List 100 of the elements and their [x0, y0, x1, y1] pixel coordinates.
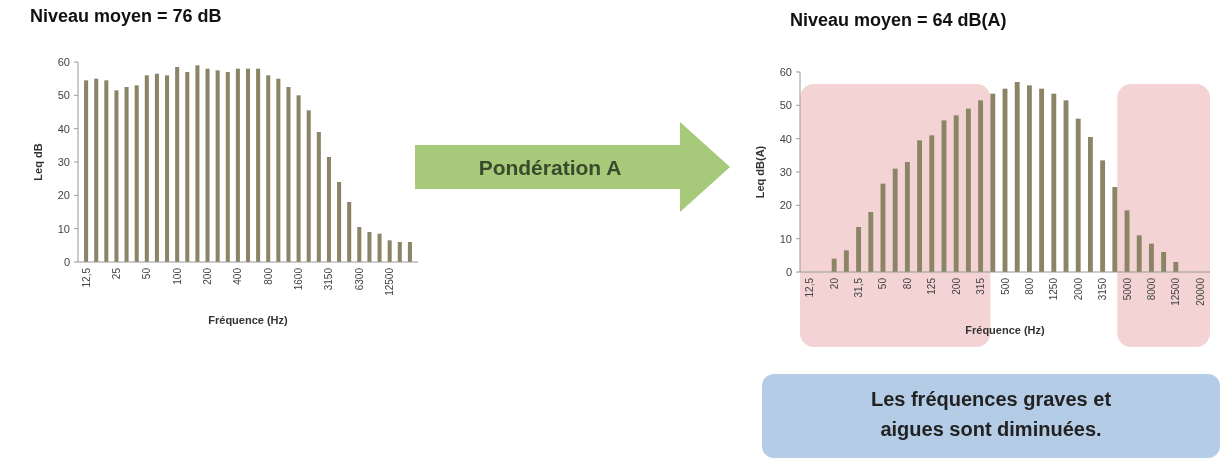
bar [1075, 118, 1081, 272]
y-tick-label: 30 [779, 165, 792, 178]
y-tick-label: 20 [779, 199, 792, 212]
text: Pondération A [478, 156, 622, 179]
bar [1173, 262, 1179, 272]
bar [326, 157, 331, 262]
y-axis-title: Leq dB [32, 143, 44, 181]
x-tick-label: 125 [926, 277, 938, 295]
x-tick-label: 200 [202, 267, 214, 285]
bar [868, 212, 874, 272]
x-tick-label: 500 [999, 277, 1011, 295]
x-tick-label: 1600 [293, 267, 305, 291]
x-tick-label: 200 [950, 277, 962, 295]
x-tick-label: 8000 [1145, 277, 1157, 301]
bar [892, 168, 898, 272]
x-tick-label: 12500 [1170, 277, 1182, 306]
bar [154, 73, 159, 262]
bar [917, 140, 923, 272]
x-tick-label: 3150 [323, 267, 335, 291]
bar [929, 135, 935, 272]
x-axis-title: Fréquence (Hz) [208, 314, 289, 326]
x-tick-label: 20 [828, 277, 840, 290]
y-tick-label: 0 [785, 265, 792, 278]
bar [397, 242, 402, 262]
y-tick-label: 0 [63, 255, 70, 268]
bar [377, 233, 382, 262]
bar [1136, 235, 1142, 272]
bar [347, 202, 352, 262]
x-tick-label: 315 [975, 277, 987, 295]
y-tick-label: 20 [57, 189, 70, 202]
y-tick-label: 40 [57, 122, 70, 135]
bar [235, 68, 240, 262]
bar [1051, 93, 1057, 272]
y-tick-label: 30 [57, 155, 70, 168]
y-tick-label: 10 [57, 222, 70, 235]
x-tick-label: 20000 [1194, 277, 1206, 306]
x-tick-label: 12500 [384, 267, 396, 296]
bar [337, 182, 342, 262]
bar [165, 75, 170, 262]
x-tick-label: 100 [171, 267, 183, 285]
bar [953, 115, 959, 272]
bar [124, 87, 129, 262]
bar [104, 80, 109, 262]
bar [134, 85, 139, 262]
bar [1014, 82, 1020, 272]
x-tick-label: 6300 [353, 267, 365, 291]
bar [831, 258, 837, 272]
x-tick-label: 12,5 [80, 267, 92, 288]
bar [245, 68, 251, 262]
bar [1026, 85, 1032, 272]
x-tick-label: 400 [232, 267, 244, 285]
bar [185, 72, 190, 262]
x-tick-label: 31,5 [853, 277, 865, 298]
bar [407, 242, 412, 262]
bar [843, 250, 849, 272]
bar [904, 162, 910, 272]
x-tick-label: 12,5 [804, 277, 816, 298]
bar [84, 80, 89, 262]
x-tick-label: 5000 [1121, 277, 1133, 301]
y-tick-label: 40 [779, 132, 792, 145]
bar [1039, 88, 1045, 272]
bar [94, 78, 99, 262]
chart-title: Niveau moyen = 64 dB(A) [790, 10, 1007, 30]
bar [1087, 137, 1093, 272]
bar [205, 68, 210, 262]
x-tick-label: 25 [110, 267, 122, 280]
x-tick-label: 50 [877, 277, 889, 290]
bar [215, 70, 220, 262]
bar [175, 67, 180, 262]
y-tick-label: 50 [779, 99, 792, 112]
bar [387, 240, 392, 262]
bar [195, 65, 200, 262]
y-tick-label: 60 [779, 65, 792, 78]
text: Les fréquences graves et aigues sont diminuées. [870, 388, 1112, 440]
x-tick-label: 2000 [1072, 277, 1084, 301]
bar [856, 227, 862, 272]
x-tick-label: 800 [262, 267, 274, 285]
bar [1148, 243, 1154, 272]
x-tick-label: 80 [901, 277, 913, 290]
bar [256, 68, 261, 262]
bar [286, 87, 291, 262]
bar [225, 72, 230, 262]
bar [990, 93, 996, 272]
bar [357, 227, 362, 262]
bar [965, 108, 971, 272]
x-tick-label: 1250 [1048, 277, 1060, 301]
bar [1161, 252, 1167, 272]
x-tick-label: 50 [141, 267, 153, 280]
y-tick-label: 10 [779, 232, 792, 245]
bar [1100, 160, 1106, 272]
bar [276, 78, 281, 262]
y-tick-label: 50 [57, 89, 70, 102]
x-axis-title: Fréquence (Hz) [965, 324, 1046, 336]
y-axis-title: Leq dB(A) [754, 145, 766, 199]
bar [296, 95, 301, 262]
y-tick-label: 60 [57, 55, 70, 68]
bar [316, 132, 321, 262]
bar [114, 90, 119, 262]
bar [1112, 187, 1118, 272]
bar [266, 75, 271, 262]
